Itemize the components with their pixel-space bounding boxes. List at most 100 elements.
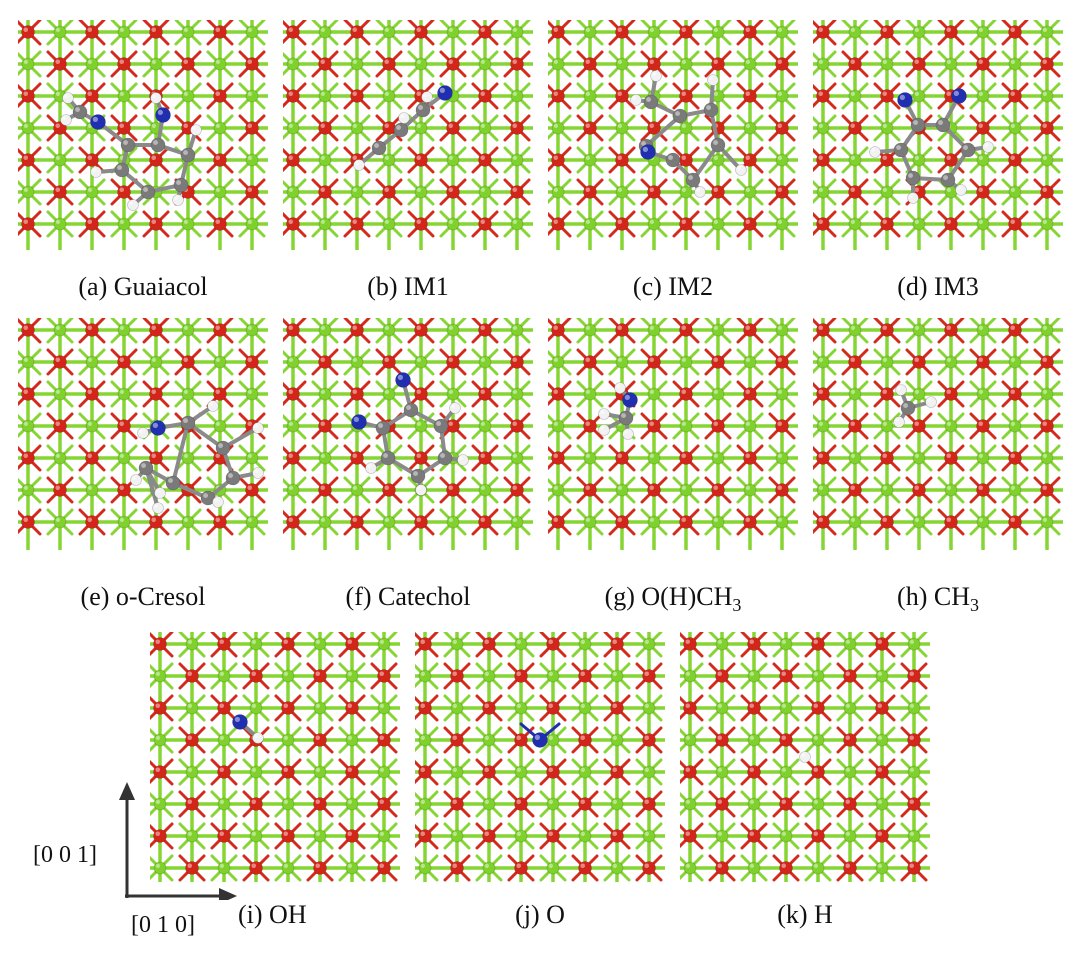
lattice-atom-red [286, 25, 300, 39]
lattice-atom-red [350, 387, 364, 401]
caption-c: (c) IM2 [632, 272, 714, 301]
lattice-atom-green [249, 765, 263, 779]
adsorbate-oh [232, 714, 264, 744]
lattice-atom-red [747, 765, 761, 779]
lattice-atom-green [578, 765, 592, 779]
lattice-atom-green [382, 515, 396, 529]
caption-a: (a) Guaiacol [78, 272, 208, 301]
adsorbate-atom-O [532, 732, 548, 748]
adsorbate-atom-C [165, 475, 181, 491]
lattice-atom-green [775, 217, 789, 231]
lattice-atom-green [414, 185, 428, 199]
lattice-atom-red [944, 515, 958, 529]
lattice-atom-green [21, 121, 35, 135]
lattice-atom-red [615, 451, 629, 465]
adsorbate-atom-C [905, 170, 921, 186]
lattice-atom-green [912, 25, 926, 39]
panel-a-guaiacol [18, 20, 268, 250]
lattice-atom-red [779, 861, 793, 875]
adsorbate-cresol [130, 400, 264, 514]
lattice-atom-red [816, 323, 830, 337]
lattice-atom-red [286, 217, 300, 231]
lattice-atom-green [85, 57, 99, 71]
lattice-atom-green [1040, 323, 1054, 337]
adsorbate-atom-C [393, 122, 409, 138]
lattice-atom-red [318, 185, 332, 199]
lattice-atom-green [478, 57, 492, 71]
lattice-atom-green [286, 185, 300, 199]
lattice-atom-red [816, 515, 830, 529]
lattice-atom-red [743, 89, 757, 103]
lattice-atom-green [578, 701, 592, 715]
lattice-atom-green [779, 765, 793, 779]
lattice-atom-green [747, 733, 761, 747]
lattice-atom-red [85, 89, 99, 103]
lattice-atom-green [482, 797, 496, 811]
lattice-atom-red [843, 669, 857, 683]
lattice-atom-red [350, 25, 364, 39]
lattice-atom-red [514, 669, 528, 683]
lattice-atom-green [775, 451, 789, 465]
lattice-atom-green [185, 637, 199, 651]
lattice-atom-red [647, 483, 661, 497]
lattice-atom-red [414, 25, 428, 39]
lattice-atom-red [880, 153, 894, 167]
lattice-atom-red [551, 451, 565, 465]
lattice-atom-red [350, 217, 364, 231]
lattice-atom-green [318, 153, 332, 167]
lattice-atom-red [647, 185, 661, 199]
lattice-atom-red [149, 387, 163, 401]
lattice-atom-red [747, 829, 761, 843]
lattice-atom-green [551, 355, 565, 369]
lattice-atom-red [53, 419, 67, 433]
lattice-atom-green [976, 323, 990, 337]
adsorbate-atom-C [940, 172, 956, 188]
lattice-atom-green [414, 57, 428, 71]
adsorbate-atom-H [694, 186, 706, 198]
lattice-atom-red [318, 121, 332, 135]
lattice-atom-green [715, 829, 729, 843]
lattice-atom-red [775, 483, 789, 497]
lattice-atom-green [711, 153, 725, 167]
lattice-atom-green [185, 829, 199, 843]
lattice-atom-green [907, 765, 921, 779]
lattice-atom-green [546, 861, 560, 875]
lattice-atom-red [1040, 483, 1054, 497]
lattice-atom-red [578, 861, 592, 875]
adsorbate-h [799, 751, 811, 763]
lattice-atom-green [117, 451, 131, 465]
lattice-panel-g [548, 318, 798, 550]
lattice-atom-green [318, 89, 332, 103]
lattice-atom-green [510, 153, 524, 167]
lattice-atom-green [185, 765, 199, 779]
lattice-atom-green [418, 797, 432, 811]
lattice-atom-green [912, 217, 926, 231]
adsorbate-atom-H [598, 424, 610, 436]
lattice-atom-green [245, 323, 259, 337]
adsorbate-atom-O [951, 88, 967, 104]
lattice-atom-green [217, 669, 231, 683]
lattice-atom-red [382, 185, 396, 199]
lattice-atom-red [711, 355, 725, 369]
lattice-atom-red [944, 451, 958, 465]
adsorbate-atom-O [622, 392, 638, 408]
lattice-atom-red [642, 861, 656, 875]
lattice-atom-red [377, 733, 391, 747]
caption-h: (h) CH3 [813, 582, 1063, 616]
caption-b: (b) IM1 [367, 272, 449, 301]
lattice-atom-red [743, 515, 757, 529]
axis-010-arrowhead [219, 888, 237, 900]
lattice-atom-red [213, 89, 227, 103]
lattice-atom-red [647, 419, 661, 433]
lattice-atom-green [615, 57, 629, 71]
lattice-atom-green [775, 25, 789, 39]
lattice-atom-green [583, 387, 597, 401]
lattice-atom-red [514, 861, 528, 875]
lattice-atom-green [642, 765, 656, 779]
lattice-atom-red [843, 861, 857, 875]
lattice-atom-red [610, 637, 624, 651]
adsorbate-atom-H [622, 428, 634, 440]
lattice-atom-green [245, 451, 259, 465]
adsorbate-atom-C [225, 470, 241, 486]
lattice-atom-green [715, 765, 729, 779]
